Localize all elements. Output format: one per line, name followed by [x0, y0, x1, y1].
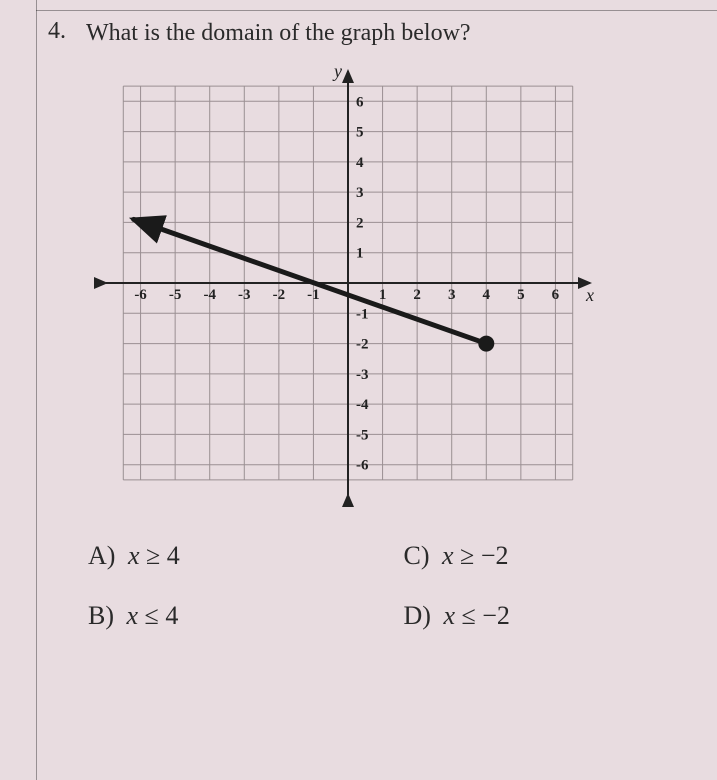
svg-text:5: 5 [356, 125, 364, 141]
choice-b-op: ≤ [145, 601, 159, 630]
graph-figure: -6-5-4-3-2-1123456-6-5-4-3-2-1123456yx [88, 53, 608, 513]
svg-text:4: 4 [483, 287, 491, 303]
choice-a-label: A) [88, 541, 115, 570]
left-margin-rule [36, 0, 37, 780]
svg-text:1: 1 [356, 246, 364, 262]
svg-text:6: 6 [356, 94, 364, 110]
choice-d-label: D) [404, 601, 431, 630]
svg-text:-2: -2 [273, 287, 286, 303]
answer-choices: A) x ≥ 4 C) x ≥ −2 B) x ≤ 4 D) x ≤ −2 [88, 541, 659, 631]
choice-a-op: ≥ [146, 541, 160, 570]
question-text: What is the domain of the graph below? [86, 18, 471, 49]
svg-text:2: 2 [413, 287, 421, 303]
choice-b-val: 4 [165, 601, 178, 630]
svg-text:-3: -3 [238, 287, 251, 303]
worksheet-page: 4. What is the domain of the graph below… [0, 0, 717, 655]
choice-b: B) x ≤ 4 [88, 601, 344, 631]
svg-text:3: 3 [356, 185, 364, 201]
svg-text:2: 2 [356, 216, 364, 232]
svg-text:3: 3 [448, 287, 456, 303]
svg-text:-1: -1 [356, 306, 369, 322]
svg-text:-6: -6 [356, 458, 369, 474]
choice-c-var: x [442, 541, 454, 570]
choice-c: C) x ≥ −2 [404, 541, 660, 571]
svg-text:y: y [332, 61, 342, 81]
choice-a-val: 4 [167, 541, 180, 570]
choice-b-var: x [127, 601, 139, 630]
svg-text:-6: -6 [134, 287, 147, 303]
svg-text:x: x [585, 285, 594, 305]
choice-c-val: −2 [481, 541, 509, 570]
svg-text:-3: -3 [356, 367, 369, 383]
choice-c-label: C) [404, 541, 430, 570]
choice-c-op: ≥ [460, 541, 474, 570]
choice-a: A) x ≥ 4 [88, 541, 344, 571]
svg-text:-2: -2 [356, 337, 369, 353]
choice-a-var: x [128, 541, 140, 570]
question-row: 4. What is the domain of the graph below… [48, 18, 689, 49]
svg-text:4: 4 [356, 155, 364, 171]
question-number: 4. [48, 18, 76, 45]
choice-d-var: x [443, 601, 455, 630]
graph-svg: -6-5-4-3-2-1123456-6-5-4-3-2-1123456yx [88, 53, 608, 513]
svg-text:-5: -5 [169, 287, 182, 303]
choice-d-op: ≤ [461, 601, 475, 630]
svg-text:-5: -5 [356, 428, 369, 444]
svg-text:-4: -4 [203, 287, 216, 303]
choice-d: D) x ≤ −2 [404, 601, 660, 631]
svg-text:1: 1 [379, 287, 387, 303]
svg-text:-1: -1 [307, 287, 320, 303]
svg-text:-4: -4 [356, 397, 369, 413]
choice-b-label: B) [88, 601, 114, 630]
top-margin-rule [36, 10, 717, 11]
svg-text:5: 5 [517, 287, 525, 303]
svg-text:6: 6 [552, 287, 560, 303]
choice-d-val: −2 [482, 601, 510, 630]
